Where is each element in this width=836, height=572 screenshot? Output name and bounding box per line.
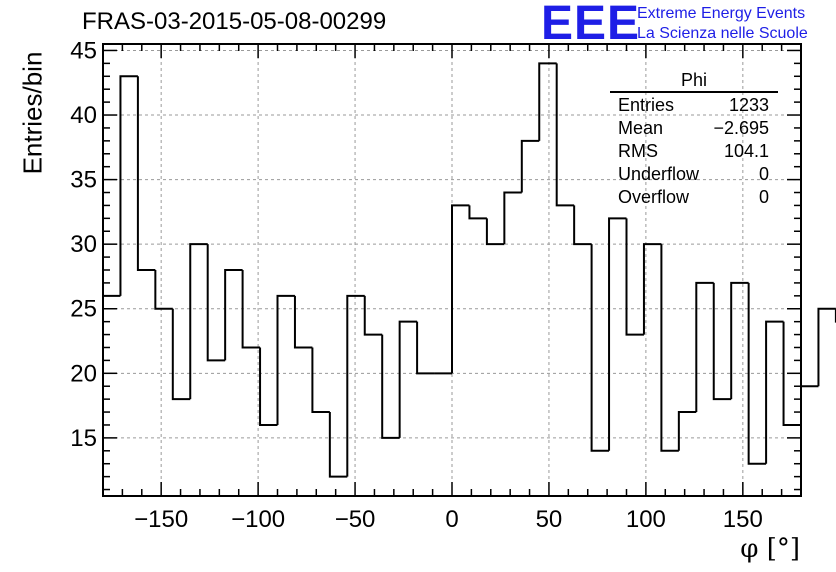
x-tick-label: 50 [536,506,563,533]
histogram-bin [608,217,627,451]
histogram-bin [119,75,138,296]
axis-ticks [102,44,802,496]
histogram-bin [730,281,749,400]
x-tick-label: 100 [626,506,666,533]
histogram-bin [677,411,697,451]
x-tick-label: −50 [335,506,376,533]
histogram-bin [520,139,540,193]
histogram-bin [171,308,191,401]
histogram-bin [311,347,330,414]
y-axis-label: Entries/bin [17,51,48,175]
stats-label: RMS [618,141,658,161]
eee-logo: EEE [541,0,641,50]
histogram-bin [381,334,400,439]
histogram-bin [328,412,348,478]
stats-box: Phi Entries 1233 Mean −2.695 RMS 104.1 U… [610,70,778,209]
histogram-bin [503,191,522,245]
x-tick-label: 0 [445,506,458,533]
histogram-bin [206,244,226,362]
stats-label: Mean [618,118,664,138]
histogram-bin [468,205,487,220]
stats-row-overflow: Overflow 0 [610,186,778,209]
stats-label: Underflow [618,164,700,184]
histogram-bin [416,321,435,375]
histogram-bin [363,295,383,336]
stats-value: 1233 [728,95,769,115]
histogram-bin [259,347,278,426]
histogram-bin [241,270,261,349]
tick-labels: −150 −100 −50 0 50 100 150 15 20 25 30 35 40 45 [70,37,763,533]
y-tick-label: 35 [70,167,97,194]
stats-row-rms: RMS 104.1 [610,140,778,163]
x-tick-label: −150 [134,506,188,533]
stats-value: 0 [758,187,769,207]
x-tick-label: −100 [231,506,285,533]
histogram-bin [712,282,732,401]
stats-row-mean: Mean −2.695 [610,117,778,140]
histogram-bin [625,218,644,336]
y-tick-label: 20 [70,360,97,387]
histogram-bin [154,270,173,310]
histogram-series [103,62,836,478]
logo-line-2: La Scienza nelle Scuole [637,25,808,42]
histogram-bin [293,295,313,349]
histogram-bin [538,62,557,141]
y-tick-label: 40 [70,102,97,129]
histogram-bin [590,244,610,452]
y-tick-label: 25 [70,296,97,323]
chart-title: FRAS-03-2015-05-08-00299 [82,8,387,35]
histogram-bin [346,294,365,477]
histogram-bin [660,244,679,452]
stats-value: 104.1 [723,141,769,161]
stats-label: Overflow [618,187,690,207]
histogram-bin [800,385,819,425]
histogram-bin [276,294,295,425]
x-tick-label: 150 [723,506,763,533]
y-tick-label: 45 [70,37,97,64]
x-axis-label: φ [°] [740,534,800,564]
y-tick-label: 15 [70,425,97,452]
histogram-bin [398,320,418,438]
histogram-bin [765,320,784,464]
histogram-bin [136,76,156,271]
histogram-bin [695,281,714,413]
stats-row-entries: Entries 1233 [610,94,778,117]
histogram-bin [451,204,470,374]
stats-value: −2.695 [713,118,769,138]
stats-title: Phi [610,70,778,93]
stats-value: 0 [758,164,769,184]
histogram-bin [189,243,208,400]
histogram-bin [573,205,592,246]
histogram-bin [817,307,836,387]
stats-label: Entries [618,95,675,115]
histogram-bin [555,63,575,207]
stats-row-underflow: Underflow 0 [610,163,778,186]
logo-line-1: Extreme Energy Events [637,5,806,22]
histogram-bin [747,282,767,465]
histogram-bin [224,269,243,361]
histogram-bin [642,243,662,335]
histogram-bin [485,218,505,246]
y-tick-label: 30 [70,231,97,258]
